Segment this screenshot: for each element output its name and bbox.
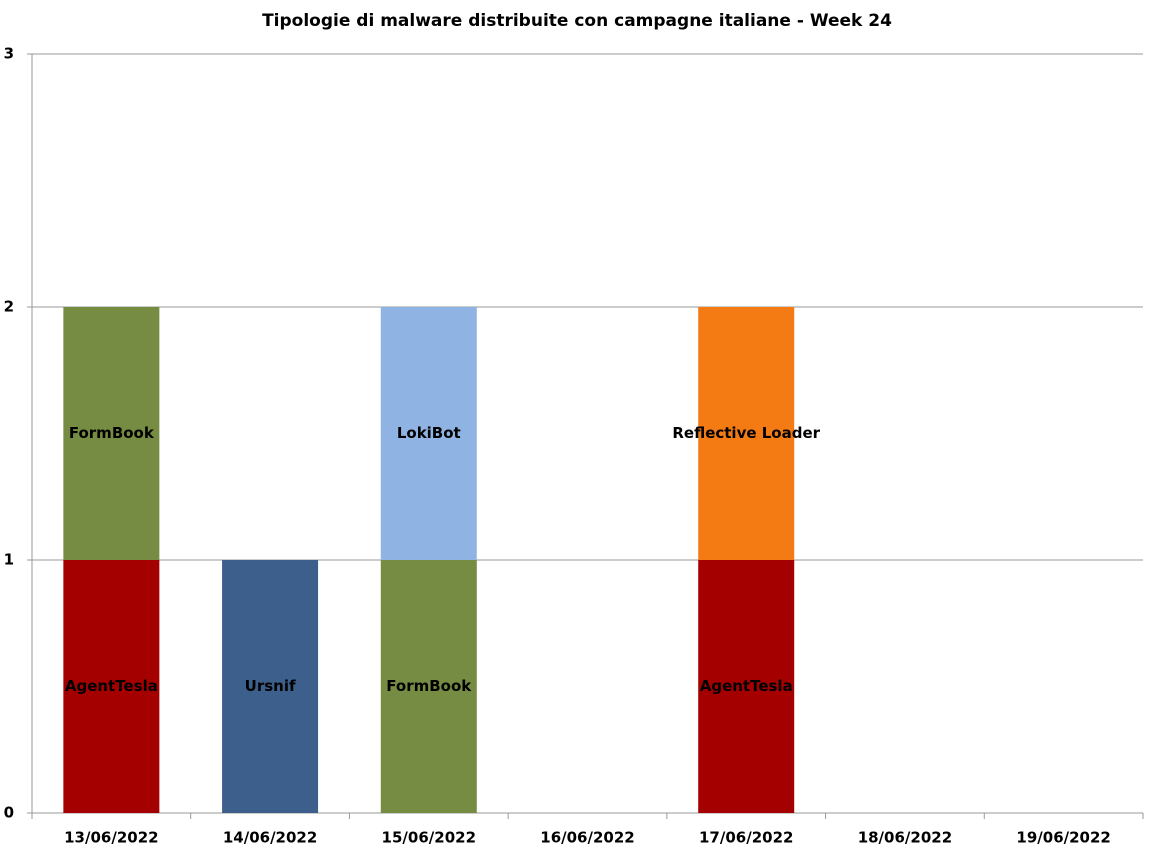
segment-label: FormBook [386,677,472,695]
chart-title: Tipologie di malware distribuite con cam… [262,11,892,31]
bar-segment [698,560,795,813]
bar-segment [380,560,477,813]
x-tick-label: 17/06/2022 [699,829,793,847]
x-tick-label: 15/06/2022 [382,829,476,847]
y-tick-label: 3 [4,45,14,63]
segment-label: LokiBot [397,424,461,442]
y-tick-label: 0 [4,804,14,822]
y-tick-label: 2 [4,298,14,316]
x-tick-label: 14/06/2022 [223,829,317,847]
segment-label: Ursnif [245,677,296,695]
x-tick-label: 19/06/2022 [1016,829,1110,847]
bar-segment [380,307,477,560]
segment-label: AgentTesla [65,677,158,695]
segment-label: FormBook [69,424,155,442]
bar-segment [63,560,160,813]
bar-segment [222,560,319,813]
y-tick-label: 1 [4,551,14,569]
bar-segment [698,307,795,560]
bar-segment [63,307,160,560]
segment-label: Reflective Loader [672,424,820,442]
x-tick-label: 16/06/2022 [540,829,634,847]
x-tick-label: 18/06/2022 [858,829,952,847]
segment-label: AgentTesla [700,677,793,695]
x-tick-label: 13/06/2022 [64,829,158,847]
